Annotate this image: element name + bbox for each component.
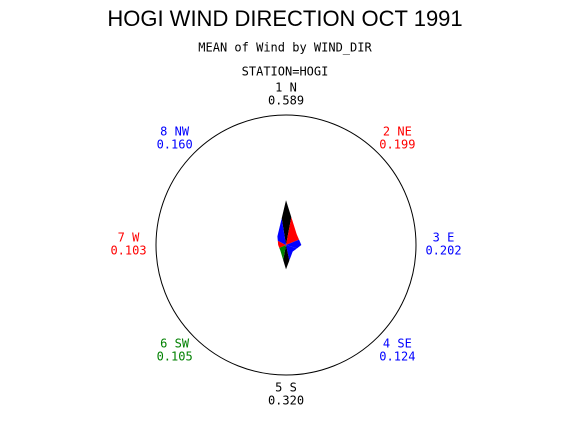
chart-title: HOGI WIND DIRECTION OCT 1991 <box>107 6 462 31</box>
value-label: 0.320 <box>268 394 304 408</box>
star-segment <box>277 240 286 248</box>
star-segment <box>286 239 302 249</box>
value-label: 0.105 <box>157 350 193 364</box>
value-label: 0.103 <box>110 244 146 258</box>
star-segment <box>279 245 286 260</box>
direction-label: 8 NW <box>160 124 190 138</box>
value-label: 0.124 <box>379 350 415 364</box>
direction-label: 3 E <box>433 231 455 245</box>
chart-subtitle: MEAN of Wind by WIND_DIR <box>198 41 372 55</box>
star-segment <box>283 245 290 270</box>
star-segment <box>277 218 286 245</box>
star-segment <box>286 245 298 261</box>
value-label: 0.589 <box>268 94 304 108</box>
star-segment <box>286 217 300 245</box>
value-label: 0.202 <box>425 244 461 258</box>
direction-label: 5 S <box>275 381 297 395</box>
outer-circle <box>155 114 417 376</box>
direction-label: 6 SW <box>160 337 190 351</box>
value-label: 0.160 <box>157 137 193 151</box>
direction-label: 7 W <box>118 231 140 245</box>
direction-label: 4 SE <box>383 337 412 351</box>
direction-label: 2 NE <box>383 124 412 138</box>
direction-label: 1 N <box>275 81 297 95</box>
station-label: STATION=HOGI <box>242 65 329 79</box>
value-label: 0.199 <box>379 137 415 151</box>
star-segment <box>281 200 292 245</box>
